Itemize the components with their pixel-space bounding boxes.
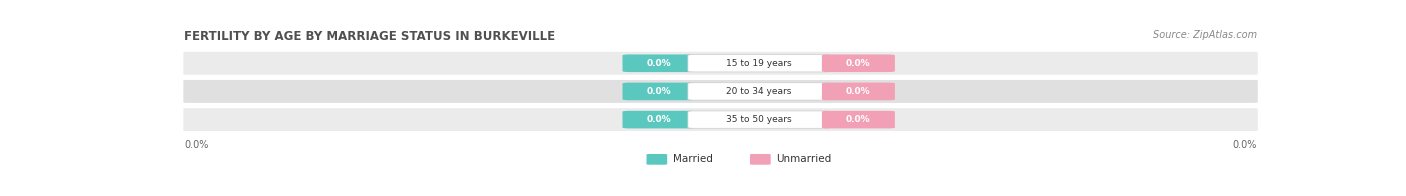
FancyBboxPatch shape [623,83,696,100]
Text: 35 to 50 years: 35 to 50 years [725,115,792,124]
FancyBboxPatch shape [688,83,830,100]
Text: 0.0%: 0.0% [184,140,209,150]
FancyBboxPatch shape [823,54,896,72]
Text: 0.0%: 0.0% [846,87,870,96]
FancyBboxPatch shape [623,111,696,128]
Text: Married: Married [672,154,713,164]
Text: 20 to 34 years: 20 to 34 years [725,87,792,96]
Text: 0.0%: 0.0% [1232,140,1257,150]
FancyBboxPatch shape [688,111,830,128]
FancyBboxPatch shape [823,83,896,100]
FancyBboxPatch shape [183,52,1258,75]
Text: 15 to 19 years: 15 to 19 years [725,59,792,68]
FancyBboxPatch shape [183,80,1258,103]
FancyBboxPatch shape [647,154,668,165]
Text: 0.0%: 0.0% [647,59,671,68]
FancyBboxPatch shape [749,154,770,165]
Text: Source: ZipAtlas.com: Source: ZipAtlas.com [1153,30,1257,40]
FancyBboxPatch shape [183,108,1258,131]
FancyBboxPatch shape [688,55,830,72]
Text: 0.0%: 0.0% [846,115,870,124]
Text: FERTILITY BY AGE BY MARRIAGE STATUS IN BURKEVILLE: FERTILITY BY AGE BY MARRIAGE STATUS IN B… [184,30,555,43]
FancyBboxPatch shape [823,111,896,128]
Text: Unmarried: Unmarried [776,154,831,164]
Text: 0.0%: 0.0% [846,59,870,68]
FancyBboxPatch shape [623,54,696,72]
Text: 0.0%: 0.0% [647,115,671,124]
Text: 0.0%: 0.0% [647,87,671,96]
